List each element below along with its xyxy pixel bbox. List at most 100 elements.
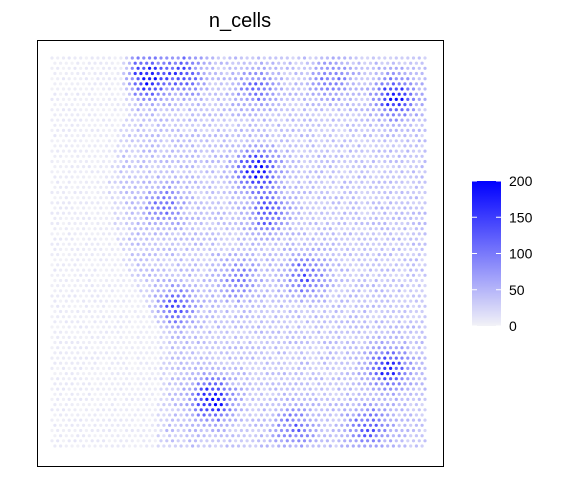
spot	[325, 428, 329, 433]
spot	[79, 325, 83, 329]
spot	[363, 258, 367, 262]
spot	[150, 185, 154, 189]
spot	[300, 320, 304, 324]
spot	[199, 170, 203, 174]
spot	[133, 361, 137, 365]
spot	[67, 418, 71, 422]
spot	[366, 108, 370, 112]
spot	[245, 77, 249, 81]
spot	[125, 273, 129, 277]
spot	[199, 180, 203, 184]
spot	[199, 408, 203, 412]
spot	[133, 320, 137, 324]
spot	[216, 325, 220, 329]
spot	[133, 113, 137, 117]
spot	[328, 289, 332, 293]
spot	[208, 413, 212, 417]
spot	[363, 154, 367, 158]
spot	[386, 382, 390, 386]
spot	[239, 366, 243, 370]
spot	[205, 159, 209, 164]
spot	[254, 237, 258, 241]
spot	[279, 408, 284, 412]
spot	[205, 211, 209, 215]
spot	[334, 154, 338, 158]
spot	[377, 263, 381, 267]
spot	[363, 278, 367, 283]
spot	[311, 216, 315, 220]
spot	[277, 185, 281, 189]
spot	[110, 361, 114, 365]
spot	[73, 97, 77, 101]
spot	[170, 66, 175, 70]
spot	[377, 418, 381, 422]
spot	[211, 439, 215, 443]
spot	[156, 403, 160, 407]
spot	[236, 372, 241, 376]
spot	[236, 351, 241, 355]
spot	[357, 403, 361, 407]
spot	[170, 263, 175, 267]
spot	[93, 330, 97, 334]
spot	[156, 330, 160, 334]
spot	[67, 366, 71, 370]
spot	[277, 392, 281, 396]
spot	[193, 170, 198, 174]
spot	[185, 206, 189, 210]
spot	[179, 92, 183, 96]
spot	[125, 346, 129, 350]
spot	[82, 403, 86, 407]
spot	[305, 71, 309, 76]
spot	[96, 356, 100, 360]
spot	[414, 247, 418, 251]
spot	[366, 315, 370, 319]
spot	[205, 190, 209, 195]
spot	[179, 196, 183, 200]
spot	[176, 159, 180, 164]
spot	[297, 346, 301, 350]
spot	[122, 154, 126, 158]
spot	[337, 273, 341, 277]
spot	[394, 408, 398, 412]
spot	[389, 221, 393, 226]
spot	[257, 242, 261, 246]
spot	[102, 170, 106, 174]
spot	[125, 408, 129, 412]
spot	[90, 335, 94, 339]
spot	[216, 232, 220, 236]
spot	[50, 170, 54, 174]
spot	[173, 413, 177, 417]
spot	[420, 237, 424, 241]
spot	[205, 263, 209, 267]
spot	[102, 418, 106, 422]
spot	[383, 201, 387, 205]
spot	[50, 97, 54, 101]
spot	[274, 139, 278, 143]
spot	[139, 134, 143, 138]
spot	[389, 366, 393, 370]
spot	[59, 330, 63, 334]
spot	[231, 247, 235, 251]
spot	[87, 216, 91, 220]
spot	[82, 268, 86, 272]
spot	[107, 263, 111, 267]
spot	[219, 165, 223, 169]
spot	[182, 253, 186, 257]
spot	[383, 66, 387, 70]
spot	[150, 309, 154, 314]
spot	[188, 284, 192, 288]
spot	[79, 170, 83, 174]
spot	[242, 216, 246, 220]
spot	[110, 258, 114, 262]
spot	[64, 113, 68, 117]
spot	[165, 315, 169, 319]
spot	[285, 284, 289, 288]
spot	[285, 335, 289, 339]
spot	[225, 144, 229, 148]
spot	[297, 159, 301, 164]
spot	[331, 304, 335, 308]
spot	[368, 382, 373, 386]
spot	[394, 118, 398, 122]
spot	[199, 221, 203, 226]
spot	[386, 299, 390, 303]
